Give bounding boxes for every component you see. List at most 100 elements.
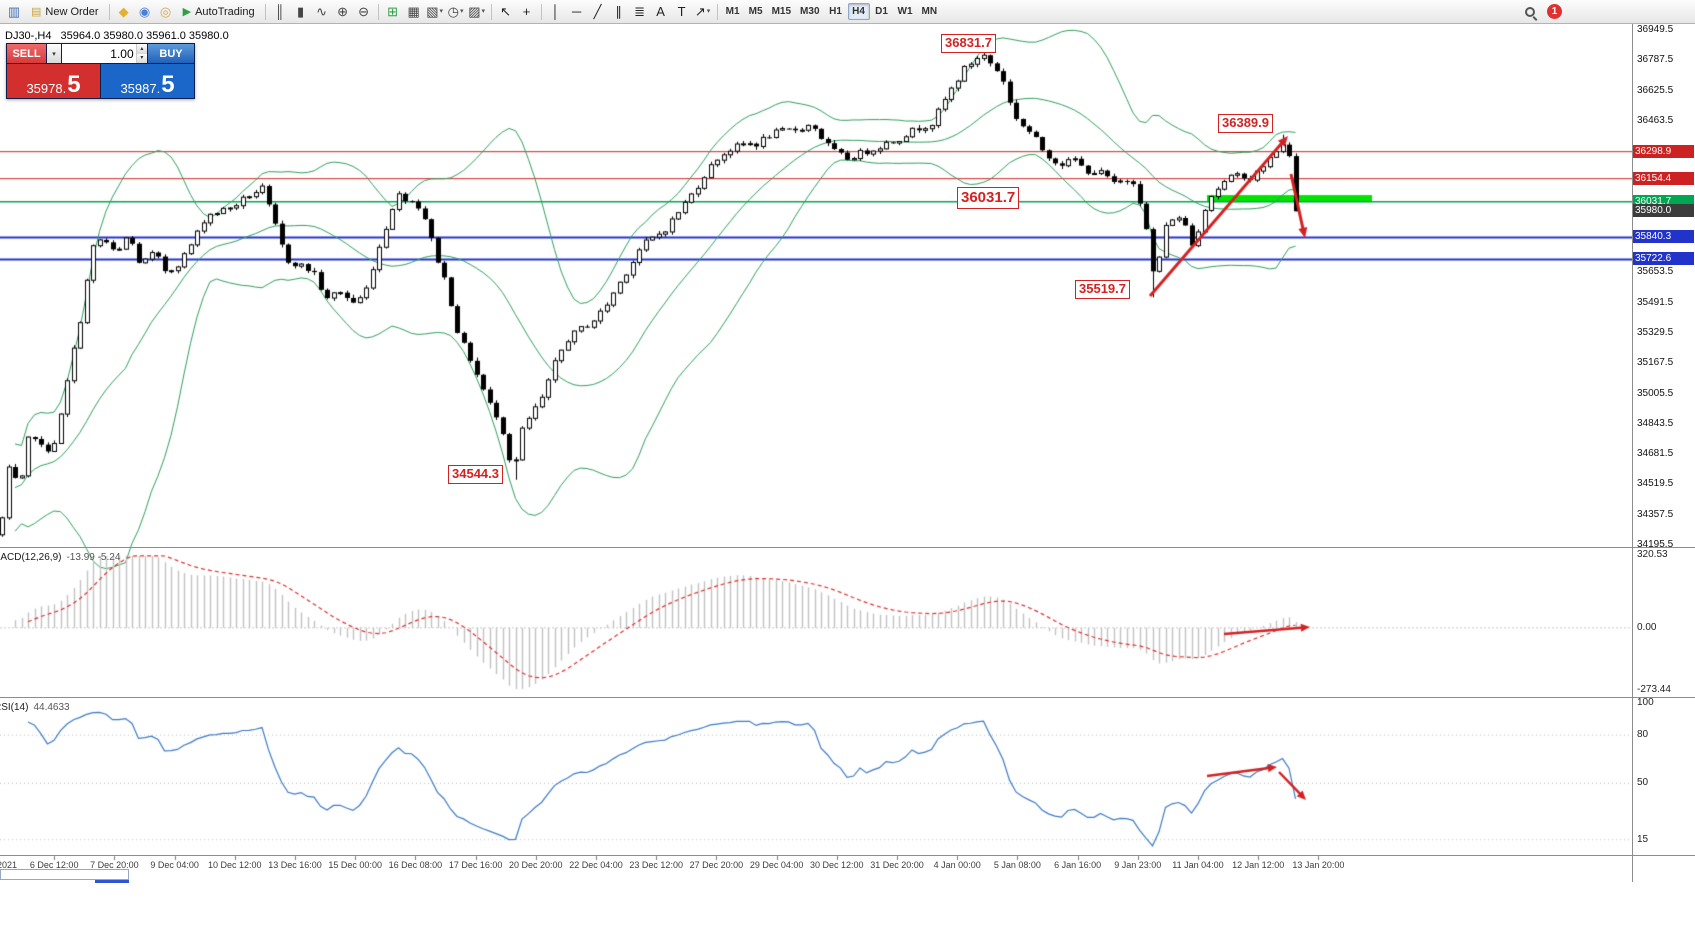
time-tick-label: 5 Jan 08:00 <box>993 860 1041 870</box>
price-callout[interactable]: 36831.7 <box>941 34 996 53</box>
price-tag: 35840.3 <box>1633 230 1694 244</box>
time-tick-label: 4 Jan 00:00 <box>933 860 981 870</box>
symbol-chart-icon[interactable]: ▥ <box>4 2 24 22</box>
time-tick-label: 11 Jan 04:00 <box>1172 860 1224 870</box>
fast-navigation-box[interactable] <box>0 869 129 880</box>
rsi-axis-label: 80 <box>1637 729 1649 741</box>
volume-increase-button[interactable]: ▴ <box>136 44 147 54</box>
buy-price[interactable]: 35987. 5 <box>101 64 194 98</box>
autotrading-button[interactable]: ▶ AutoTrading <box>177 2 261 22</box>
time-tick-label: 6 Jan 16:00 <box>1054 860 1102 870</box>
trade-widget-controls: SELL ▾ ▴ ▾ BUY <box>7 44 194 63</box>
price-axis[interactable]: 36949.5 36787.5 36625.5 36463.5 35653.5 35491… <box>1633 24 1695 882</box>
price-callout[interactable]: 35519.7 <box>1075 280 1130 299</box>
rsi-name: RSI(14) <box>0 702 29 713</box>
chart-ohlc-values: 35964.0 35980.0 35961.0 35980.0 <box>60 30 229 42</box>
zoom-in-icon[interactable]: ⊕ <box>333 2 353 22</box>
timeframe-m5-button[interactable]: M5 <box>745 3 767 20</box>
time-tick-label: 3 Dec 2021 <box>0 860 18 870</box>
notification-badge[interactable]: 1 <box>1547 4 1562 19</box>
timeframe-m1-button[interactable]: M1 <box>722 3 744 20</box>
price-tick: 34357.5 <box>1637 508 1674 520</box>
periods-icon[interactable]: ◷ ▾ <box>446 2 466 22</box>
macd-values: -13.99 -5.24 <box>66 552 121 563</box>
fibonacci-icon[interactable]: ≣ <box>630 2 650 22</box>
indicators-icon[interactable]: ⊞ <box>383 2 403 22</box>
time-tick-label: 9 Jan 23:00 <box>1114 860 1162 870</box>
dropdown-caret-icon: ▾ <box>481 8 485 15</box>
time-tick-label: 13 Dec 16:00 <box>268 860 322 870</box>
time-tick-label: 17 Dec 16:00 <box>448 860 503 870</box>
rsi-axis-label: 50 <box>1637 777 1649 789</box>
volume-decrease-button[interactable]: ▾ <box>136 53 147 63</box>
price-tick: 34843.5 <box>1637 417 1674 429</box>
timeframe-h4-button[interactable]: H4 <box>847 3 870 20</box>
time-tick-label: 7 Dec 20:00 <box>90 860 139 870</box>
chart-canvas[interactable] <box>0 24 1632 882</box>
time-tick-label: 16 Dec 08:00 <box>388 860 443 870</box>
time-tick-label: 27 Dec 20:00 <box>689 860 744 870</box>
sell-button[interactable]: SELL <box>7 44 46 63</box>
horizontal-line-icon[interactable]: ─ <box>567 2 587 22</box>
market-watch-icon[interactable]: ◉ <box>135 2 155 22</box>
time-tick-label: 29 Dec 04:00 <box>749 860 804 870</box>
toolbar-separator <box>490 3 492 20</box>
chart-ohlc-info: DJ30-,H4 35964.0 35980.0 35961.0 35980.0 <box>5 30 229 42</box>
new-chart-icon[interactable]: ▧ ▾ <box>425 2 445 22</box>
cursor-icon[interactable]: ↖ <box>496 2 516 22</box>
bar-chart-icon[interactable]: ║ <box>270 2 290 22</box>
price-tick: 34195.5 <box>1637 539 1674 550</box>
rsi-value: 44.4633 <box>33 702 70 713</box>
new-order-button[interactable]: ▤ New Order <box>25 2 105 22</box>
buy-button[interactable]: BUY <box>148 44 194 63</box>
zoom-out-icon[interactable]: ⊖ <box>354 2 374 22</box>
templates-icon[interactable]: ▨ ▾ <box>467 2 487 22</box>
macd-name: MACD(12,26,9) <box>0 552 62 563</box>
timeframe-d1-button[interactable]: D1 <box>871 3 893 20</box>
buy-price-big-digit: 5 <box>161 70 175 98</box>
sell-price-main: 35978. <box>26 81 67 96</box>
rsi-axis-label: 100 <box>1637 697 1654 708</box>
timeframe-m15-button[interactable]: M15 <box>768 3 795 20</box>
timeframe-w1-button[interactable]: W1 <box>894 3 917 20</box>
rsi-indicator-label: RSI(14) 44.4633 <box>0 702 70 713</box>
horizontal-scrollbar-thumb[interactable] <box>95 880 129 883</box>
time-tick-label: 22 Dec 04:00 <box>569 860 623 870</box>
toolbar-separator <box>540 3 542 20</box>
price-callout[interactable]: 36389.9 <box>1218 114 1273 133</box>
price-callout[interactable]: 36031.7 <box>957 187 1020 209</box>
price-callout[interactable]: 34544.3 <box>448 465 503 484</box>
arrow-tools-icon[interactable]: ↗ ▾ <box>693 2 713 22</box>
price-tick: 36463.5 <box>1637 114 1674 126</box>
signals-icon[interactable]: ◎ <box>156 2 176 22</box>
price-tick: 35005.5 <box>1637 387 1674 399</box>
candlestick-chart-icon[interactable]: ▮ <box>291 2 311 22</box>
time-tick-label: 23 Dec 12:00 <box>629 860 683 870</box>
toolbar-separator <box>716 3 718 20</box>
label-icon[interactable]: T <box>672 2 692 22</box>
trendline-icon[interactable]: ╱ <box>588 2 608 22</box>
new-order-button-icon: ▤ <box>31 6 42 18</box>
panel-separator-rsi[interactable] <box>0 697 1695 698</box>
search-icon[interactable] <box>1520 2 1540 22</box>
tile-windows-icon[interactable]: ▦ <box>404 2 424 22</box>
sell-price[interactable]: 35978. 5 <box>7 64 100 98</box>
volume-dropdown-button[interactable]: ▾ <box>47 44 61 63</box>
macd-indicator-label: MACD(12,26,9) -13.99 -5.24 <box>0 552 120 563</box>
line-chart-icon[interactable]: ∿ <box>312 2 332 22</box>
chart-symbol-period: DJ30-,H4 <box>5 30 52 42</box>
metaeditor-icon[interactable]: ◆ <box>114 2 134 22</box>
timeframe-m30-button[interactable]: M30 <box>796 3 823 20</box>
channel-icon[interactable]: ∥ <box>609 2 629 22</box>
dropdown-caret-icon: ▾ <box>439 8 443 15</box>
panel-separator-macd[interactable] <box>0 547 1695 548</box>
dropdown-caret-icon: ▾ <box>460 8 464 15</box>
time-tick-label: 15 Dec 00:00 <box>328 860 382 870</box>
price-tick: 35653.5 <box>1637 266 1674 278</box>
crosshair-icon[interactable]: + <box>517 2 537 22</box>
volume-input[interactable] <box>62 44 136 63</box>
vertical-line-icon[interactable]: │ <box>546 2 566 22</box>
text-icon[interactable]: A <box>651 2 671 22</box>
timeframe-mn-button[interactable]: MN <box>918 3 942 20</box>
timeframe-h1-button[interactable]: H1 <box>825 3 847 20</box>
